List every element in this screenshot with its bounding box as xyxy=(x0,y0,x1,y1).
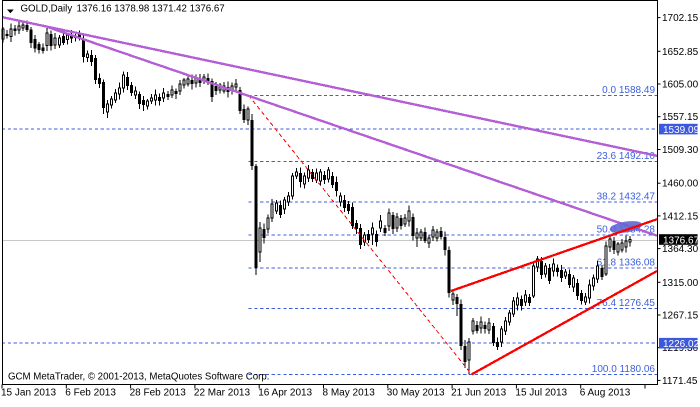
svg-text:30 May 2013: 30 May 2013 xyxy=(387,388,445,399)
svg-text:1267.15: 1267.15 xyxy=(662,311,699,322)
svg-text:1226.02: 1226.02 xyxy=(663,339,700,350)
svg-text:16 Apr 2013: 16 Apr 2013 xyxy=(258,388,312,399)
svg-text:1364.30: 1364.30 xyxy=(662,244,699,255)
svg-text:100.0 1180.06: 100.0 1180.06 xyxy=(592,364,656,375)
svg-text:15 Jan 2013: 15 Jan 2013 xyxy=(1,388,56,399)
svg-text:GCM MetaTrader, © 2001-2013, M: GCM MetaTrader, © 2001-2013, MetaQuotes … xyxy=(8,372,269,383)
svg-text:1605.00: 1605.00 xyxy=(662,80,699,91)
svg-text:0.0 1588.49: 0.0 1588.49 xyxy=(602,85,655,96)
svg-text:23.6 1492.10: 23.6 1492.10 xyxy=(597,151,656,162)
svg-text:6 Feb 2013: 6 Feb 2013 xyxy=(65,388,116,399)
svg-text:76.4 1276.45: 76.4 1276.45 xyxy=(597,298,656,309)
svg-text:1557.15: 1557.15 xyxy=(662,112,699,123)
svg-text:1219.30: 1219.30 xyxy=(662,343,699,354)
svg-text:21 Jun 2013: 21 Jun 2013 xyxy=(451,388,506,399)
svg-text:38.2 1432.47: 38.2 1432.47 xyxy=(597,191,656,202)
svg-text:1460.00: 1460.00 xyxy=(662,179,699,190)
svg-text:8 May 2013: 8 May 2013 xyxy=(323,388,376,399)
svg-text:6 Aug 2013: 6 Aug 2013 xyxy=(580,388,631,399)
svg-text:1652.85: 1652.85 xyxy=(662,47,699,58)
svg-text:1171.45: 1171.45 xyxy=(662,376,698,387)
svg-text:22 Mar 2013: 22 Mar 2013 xyxy=(194,388,251,399)
svg-text:1539.09: 1539.09 xyxy=(663,125,700,136)
svg-text:GOLD,Daily: GOLD,Daily xyxy=(21,4,73,15)
svg-text:15 Jul 2013: 15 Jul 2013 xyxy=(515,388,567,399)
svg-text:1376.67: 1376.67 xyxy=(663,235,700,246)
svg-text:28 Feb 2013: 28 Feb 2013 xyxy=(130,388,187,399)
svg-text:61.8 1336.08: 61.8 1336.08 xyxy=(597,258,656,269)
svg-text:1315.00: 1315.00 xyxy=(662,278,699,289)
svg-text:1702.15: 1702.15 xyxy=(662,13,699,24)
svg-text:1509.30: 1509.30 xyxy=(662,145,699,156)
svg-text:1412.15: 1412.15 xyxy=(662,211,699,222)
svg-text:1376.16 1378.98 1371.42 1376.6: 1376.16 1378.98 1371.42 1376.67 xyxy=(77,4,225,15)
